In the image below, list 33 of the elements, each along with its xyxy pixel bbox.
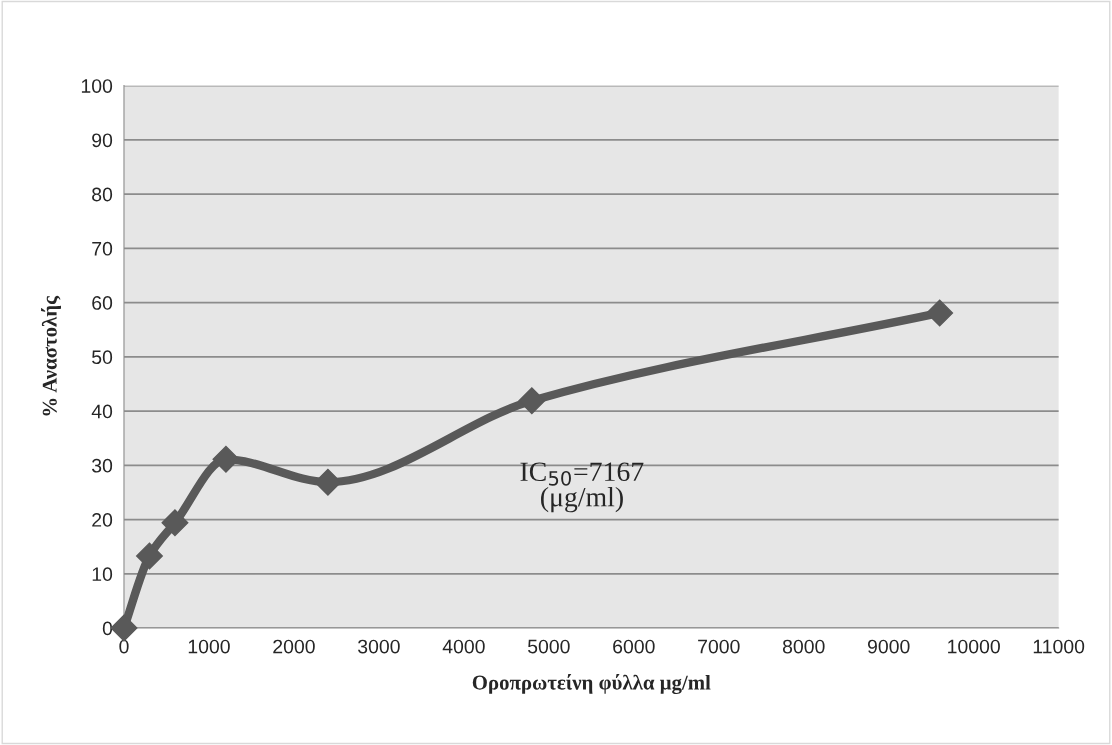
y-tick-label: 30	[91, 458, 113, 473]
point	[518, 387, 546, 415]
x-tick-label: 1000	[188, 639, 230, 654]
y-axis-title: % Αναστολής	[41, 295, 61, 416]
y-tick-label: 100	[81, 79, 113, 93]
point	[136, 542, 163, 570]
y-tick-label: 0	[102, 621, 113, 636]
x-tick-label: 6000	[613, 639, 655, 654]
y-tick-label: 60	[92, 296, 113, 310]
x-tick-label: 4000	[442, 639, 485, 654]
y-tick-label: 10	[92, 567, 113, 582]
point	[314, 468, 342, 496]
x-tick-label: 2000	[273, 639, 315, 654]
y-tick-label: 80	[92, 187, 113, 202]
annotation: IC$_{50}$=7167 (μg/ml)	[520, 462, 644, 513]
point	[110, 614, 138, 642]
x-axis-title: Οροπρωτείνη φύλλα μg/ml	[472, 673, 711, 695]
x-tick-label: 0	[119, 639, 129, 654]
x-tick-label: 5000	[527, 639, 570, 654]
point	[161, 509, 189, 537]
x-tick-label: 7000	[698, 639, 740, 654]
point	[926, 299, 954, 327]
y-tick-label: 50	[92, 350, 113, 365]
x-tick-label: 3000	[358, 639, 400, 654]
x-tick-label: 9000	[867, 639, 910, 654]
x-tick-label: 11000	[1033, 639, 1085, 654]
x-tick-label: 8000	[782, 639, 825, 654]
y-tick-label: 90	[92, 133, 113, 148]
y-tick-label: 40	[91, 404, 113, 419]
point	[212, 445, 240, 473]
y-tick-label: 20	[92, 513, 113, 527]
y-tick-label: 70	[92, 241, 113, 256]
x-tick-label: 10000	[948, 639, 1000, 654]
